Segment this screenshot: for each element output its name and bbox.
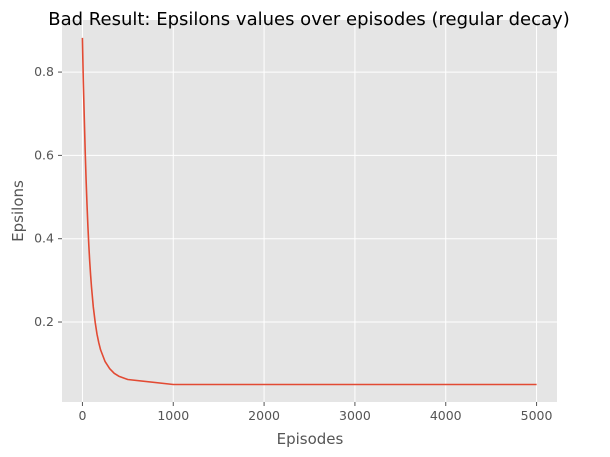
- plot-area-background: [62, 20, 557, 402]
- y-tick-label: 0.4: [34, 231, 54, 246]
- x-axis-ticks: 0 1000 2000 3000 4000 5000: [78, 402, 553, 423]
- y-axis-ticks: 0.2 0.4 0.6 0.8: [34, 64, 62, 329]
- x-tick-label: 3000: [339, 408, 371, 423]
- y-tick-label: 0.6: [34, 147, 54, 162]
- epsilon-series-line: [81, 37, 537, 386]
- x-tick-label: 5000: [521, 408, 553, 423]
- x-tick-label: 1000: [157, 408, 189, 423]
- chart-title: Bad Result: Epsilons values over episode…: [48, 9, 569, 30]
- x-axis-label: Episodes: [277, 430, 344, 448]
- y-tick-label: 0.8: [34, 64, 54, 79]
- series-lines: [81, 37, 537, 386]
- y-axis-label: Epsilons: [9, 180, 27, 242]
- y-tick-label: 0.2: [34, 314, 54, 329]
- x-tick-label: 4000: [430, 408, 462, 423]
- x-tick-label: 0: [78, 408, 86, 423]
- grid-lines: [62, 20, 557, 402]
- x-tick-label: 2000: [248, 408, 280, 423]
